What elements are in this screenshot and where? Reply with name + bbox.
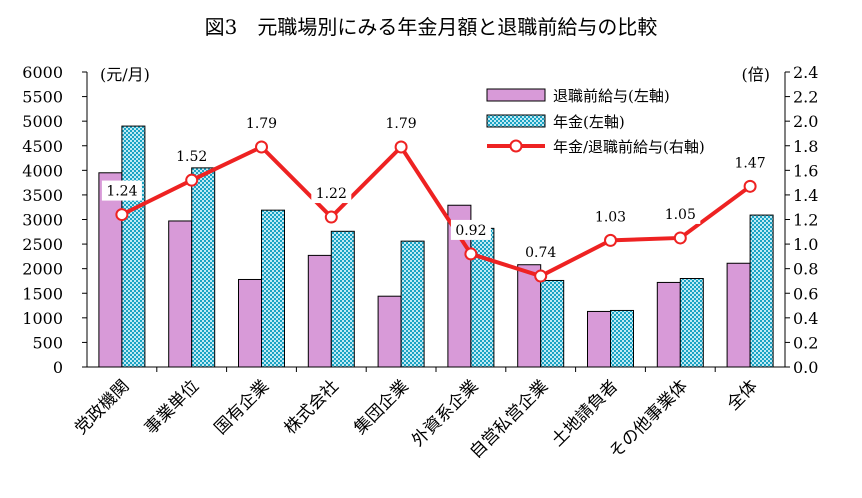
bar-salary xyxy=(587,310,611,368)
data-label-bg xyxy=(311,183,352,204)
ratio-line xyxy=(121,144,752,279)
left-tick-label: 4000 xyxy=(22,161,63,180)
legend: 退職前給与(左軸) 年金(左軸) 年金/退職前給与(右軸) xyxy=(486,87,705,156)
category-label: 全体 xyxy=(723,376,761,414)
bar-pension xyxy=(261,209,285,368)
data-label: 1.79 xyxy=(246,116,277,132)
legend-label-salary: 退職前給与(左軸) xyxy=(553,87,670,105)
data-label: 1.47 xyxy=(735,155,766,171)
ratio-point xyxy=(115,208,129,222)
right-tick-label: 1.8 xyxy=(793,137,818,156)
data-label-bg xyxy=(450,219,491,240)
right-tick-label: 1.4 xyxy=(793,186,818,205)
data-label-bg xyxy=(730,152,771,173)
data-label-bg xyxy=(590,206,631,227)
data-label-bg xyxy=(171,146,212,167)
category-label: 土地請負者 xyxy=(548,376,622,450)
left-tick-label: 2500 xyxy=(22,235,63,254)
right-tick-label: 2.2 xyxy=(793,88,818,107)
category-label: 党政機関 xyxy=(71,376,133,438)
right-axis-unit: (倍) xyxy=(742,65,771,84)
data-label: 1.22 xyxy=(316,186,347,202)
left-tick-label: 0 xyxy=(53,358,63,377)
left-tick-label: 500 xyxy=(32,333,63,352)
bar-pension xyxy=(679,278,704,368)
bar-salary xyxy=(656,281,681,368)
right-tick-label: 0.6 xyxy=(793,284,818,303)
ratio-point xyxy=(464,247,478,261)
category-label: 株式会社 xyxy=(281,376,343,438)
bar-pension xyxy=(610,309,634,368)
left-tick-label: 1000 xyxy=(22,309,63,328)
data-label: 0.92 xyxy=(455,223,486,239)
left-tick-label: 2000 xyxy=(22,260,63,279)
right-tick-label: 1.2 xyxy=(793,211,818,230)
right-tick-label: 1.0 xyxy=(793,235,818,254)
left-axis-unit: (元/月) xyxy=(100,65,150,84)
bar-salary xyxy=(98,172,123,368)
right-tick-label: 0.0 xyxy=(793,358,818,377)
ratio-point xyxy=(743,179,757,193)
ratio-point xyxy=(324,210,338,224)
bar-salary xyxy=(726,262,751,368)
bar-salary xyxy=(238,278,262,368)
ratio-point xyxy=(185,173,199,187)
data-label: 1.24 xyxy=(106,184,137,200)
legend-marker-ratio xyxy=(509,139,523,153)
data-label: 0.74 xyxy=(525,245,556,261)
legend-label-ratio: 年金/退職前給与(右軸) xyxy=(553,138,705,156)
legend-label-pension: 年金(左軸) xyxy=(553,113,625,131)
category-label: 国有企業 xyxy=(211,376,273,438)
legend-swatch-pension xyxy=(486,114,546,128)
ratio-point xyxy=(534,269,548,283)
right-tick-label: 1.6 xyxy=(793,161,818,180)
right-tick-label: 0.2 xyxy=(793,333,818,352)
data-label: 1.79 xyxy=(386,116,417,132)
bar-pension xyxy=(400,240,425,368)
legend-swatch-salary xyxy=(486,88,546,102)
ratio-point xyxy=(673,231,687,245)
data-label: 1.05 xyxy=(665,207,696,223)
left-tick-label: 3000 xyxy=(22,211,63,230)
right-tick-label: 0.8 xyxy=(793,260,818,279)
ratio-point xyxy=(394,140,408,154)
plot-area: 0 500 1000 1500 2000 2500 3000 3500 4000 4500 5000… xyxy=(22,63,818,463)
ratio-point xyxy=(255,140,268,154)
bar-pension xyxy=(749,214,774,368)
bar-salary xyxy=(307,254,332,368)
right-tick-label: 0.4 xyxy=(793,309,818,328)
chart-title: 図3 元職場別にみる年金月額と退職前給与の比較 xyxy=(205,15,658,39)
left-tick-label: 4500 xyxy=(22,137,63,156)
data-label: 1.52 xyxy=(176,149,207,165)
left-tick-label: 6000 xyxy=(22,63,63,82)
data-label: 1.03 xyxy=(595,209,626,225)
data-label-bg xyxy=(381,112,422,133)
right-tick-label: 2.0 xyxy=(793,112,818,131)
ratio-point xyxy=(604,233,617,247)
bar-pension xyxy=(540,279,565,368)
left-tick-label: 5000 xyxy=(22,112,63,131)
data-label-bg xyxy=(101,180,142,201)
bar-pension xyxy=(330,230,355,368)
data-label-bg xyxy=(660,203,701,224)
bar-salary xyxy=(377,295,402,368)
right-tick-label: 2.4 xyxy=(793,63,818,82)
bar-pension xyxy=(121,125,146,368)
category-label: 外資系企業 xyxy=(408,376,482,450)
data-label-bg xyxy=(520,242,561,263)
bar-salary xyxy=(168,220,193,368)
left-tick-label: 5500 xyxy=(22,88,63,107)
data-label-bg xyxy=(241,112,282,133)
left-tick-label: 3500 xyxy=(22,186,63,205)
category-label: 集団企業 xyxy=(350,376,412,438)
category-label: 事業単位 xyxy=(141,376,203,438)
bar-pension xyxy=(191,167,216,368)
left-tick-label: 1500 xyxy=(22,284,63,303)
